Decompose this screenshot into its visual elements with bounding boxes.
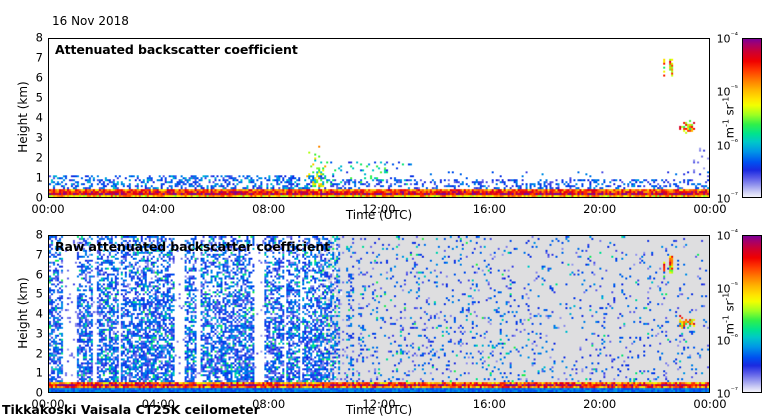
colorbar-tick-label: 10⁻⁴ [716,227,738,243]
colorbar-unit-bottom: m-1 sr-1 [721,292,737,335]
x-tick-label: 08:00 [252,397,286,411]
y-tick-label: 3 [35,130,43,145]
x-tick-label: 20:00 [583,397,617,411]
colorbar-ticks-bottom: 10⁻⁴ 10⁻⁵ 10⁻⁶ 10⁻⁷ [710,228,740,401]
y-tick-label: 5 [35,90,43,105]
instrument-footer: Tikkakoski Vaisala CT25K ceilometer [2,402,260,417]
x-axis-label-top: Time (UTC) [345,208,413,222]
heatmap-canvas-attenuated [49,39,709,197]
panel-title-raw: Raw attenuated backscatter coefficient [55,239,331,254]
y-tick-label: 4 [35,306,43,321]
y-tick-label: 8 [35,227,43,242]
y-tick-label: 0 [35,385,43,400]
x-tick-label: 00:00 [693,202,727,216]
colorbar-top [742,38,762,198]
y-tick-label: 0 [35,190,43,205]
y-tick-mark [705,197,710,198]
x-tick-label: 00:00 [31,397,65,411]
y-tick-mark [705,38,710,39]
x-tick-label: 04:00 [141,397,175,411]
colorbar-tick-label: 10⁻⁶ [716,333,738,348]
y-tick-mark [48,38,53,39]
x-axis-ticks-bottom: 00:00 04:00 08:00 12:00 16:00 20:00 00:00 [31,395,726,411]
x-tick-label: 08:00 [252,202,286,216]
y-tick-label: 2 [35,345,43,360]
y-tick-label: 5 [35,286,43,301]
x-tick-label: 00:00 [31,202,65,216]
x-tick-label: 16:00 [472,397,506,411]
colorbar-unit-top: m-1 sr-1 [721,96,737,139]
y-tick-label: 2 [35,150,43,165]
y-axis-label-top: Height (km) [16,81,30,153]
y-axis-label-bottom: Height (km) [16,277,30,349]
x-axis-ticks-top: 00:00 04:00 08:00 12:00 16:00 20:00 00:00 [31,200,726,216]
colorbar-ticks-top: 10⁻⁴ 10⁻⁵ 10⁻⁶ 10⁻⁷ [710,31,740,206]
colorbar-tick-label: 10⁻⁵ [716,280,738,295]
colorbar-tick-label: 10⁻⁵ [716,84,738,99]
colorbar-tick-label: 10⁻⁴ [716,30,738,46]
y-tick-label: 1 [35,365,43,380]
x-tick-label: 20:00 [583,202,617,216]
y-tick-label: 6 [35,70,43,85]
x-tick-label: 12:00 [362,397,396,411]
date-label: 16 Nov 2018 [52,14,129,28]
colorbar-tick-label: 10⁻⁷ [716,190,738,206]
y-tick-label: 3 [35,326,43,340]
y-tick-mark [48,197,53,198]
y-tick-label: 6 [35,266,43,281]
x-tick-label: 16:00 [472,202,506,216]
y-axis-ticks-bottom: 0 1 2 3 4 5 6 7 8 [3,229,43,398]
y-tick-mark [705,392,710,393]
panel-title-attenuated: Attenuated backscatter coefficient [55,42,298,57]
y-tick-mark [48,392,53,393]
x-tick-label: 12:00 [362,202,396,216]
colorbar-bottom [742,235,762,393]
x-tick-label: 04:00 [141,202,175,216]
y-tick-label: 8 [35,30,43,45]
y-tick-mark [48,235,53,236]
y-axis-ticks-top: 0 1 2 3 4 5 6 7 8 [3,32,43,203]
y-tick-label: 4 [35,110,43,125]
y-tick-mark [705,235,710,236]
chart-panel-attenuated-backscatter[interactable]: Attenuated backscatter coefficient [48,38,710,198]
x-axis-label-bottom: Time (UTC) [345,403,413,417]
y-tick-label: 1 [35,170,43,185]
colorbar-tick-label: 10⁻⁷ [716,385,738,401]
y-tick-label: 7 [35,247,43,261]
heatmap-canvas-raw [49,236,709,392]
x-tick-label: 00:00 [693,397,727,411]
colorbar-tick-label: 10⁻⁶ [716,137,738,152]
chart-panel-raw-backscatter[interactable]: Raw attenuated backscatter coefficient [48,235,710,393]
y-tick-label: 7 [35,50,43,65]
